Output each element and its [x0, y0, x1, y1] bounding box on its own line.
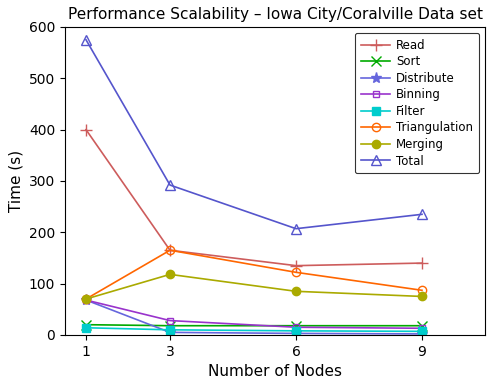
Y-axis label: Time (s): Time (s) [8, 150, 24, 212]
Triangulation [419, 288, 425, 293]
Binning [167, 318, 173, 323]
Title: Performance Scalability – Iowa City/Coralville Data set: Performance Scalability – Iowa City/Cora… [68, 7, 482, 22]
Line: Merging: Merging [82, 270, 426, 303]
Sort [293, 323, 299, 328]
Triangulation [167, 248, 173, 253]
Read [419, 261, 425, 265]
Line: Total: Total [81, 35, 427, 234]
Total [293, 226, 299, 231]
Line: Triangulation: Triangulation [82, 246, 426, 303]
Merging [419, 294, 425, 299]
Distribute [167, 330, 173, 335]
Binning [419, 326, 425, 331]
Total [83, 37, 89, 42]
Read [83, 127, 89, 132]
Triangulation [83, 297, 89, 301]
Line: Binning: Binning [82, 296, 426, 332]
Merging [293, 289, 299, 294]
Legend: Read, Sort, Distribute, Binning, Filter, Triangulation, Merging, Total: Read, Sort, Distribute, Binning, Filter,… [355, 33, 479, 174]
Line: Read: Read [80, 124, 428, 271]
Line: Filter: Filter [82, 324, 426, 335]
Filter [83, 325, 89, 330]
Filter [293, 328, 299, 333]
Total [167, 183, 173, 187]
Merging [83, 297, 89, 301]
Sort [167, 323, 173, 328]
Distribute [419, 331, 425, 336]
Read [167, 248, 173, 253]
Binning [293, 325, 299, 330]
Filter [167, 328, 173, 332]
Merging [167, 272, 173, 277]
Binning [83, 298, 89, 302]
Triangulation [293, 270, 299, 275]
X-axis label: Number of Nodes: Number of Nodes [208, 364, 342, 379]
Total [419, 212, 425, 217]
Distribute [293, 331, 299, 336]
Distribute [83, 298, 89, 302]
Filter [419, 329, 425, 334]
Sort [83, 322, 89, 327]
Read [293, 263, 299, 268]
Sort [419, 323, 425, 328]
Line: Distribute: Distribute [80, 295, 428, 340]
Line: Sort: Sort [81, 320, 427, 331]
